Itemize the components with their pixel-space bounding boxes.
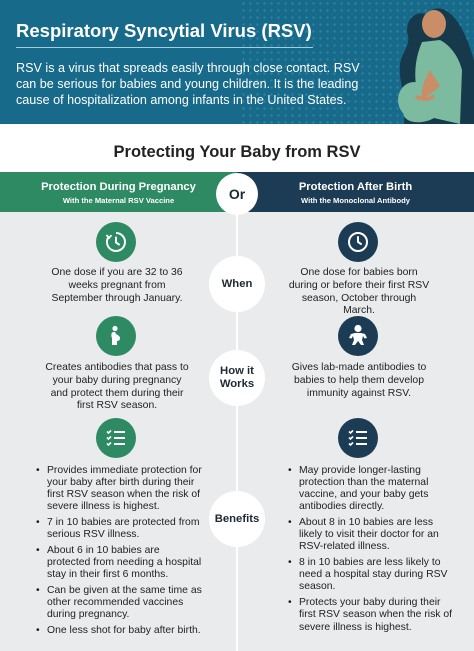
list-item: About 8 in 10 babies are less likely to … <box>288 517 458 553</box>
benefits-label: Benefits <box>209 491 265 547</box>
list-item: About 6 in 10 babies are protected from … <box>36 545 204 581</box>
pregnant-woman-icon <box>96 316 136 356</box>
list-item: Provides immediate protection for your b… <box>36 465 204 513</box>
intro-text: RSV is a virus that spreads easily throu… <box>16 61 360 107</box>
subtitle-band <box>0 124 474 172</box>
checklist-icon <box>96 418 136 458</box>
center-divider <box>236 214 238 651</box>
column-subtitle: With the Monoclonal Antibody <box>301 196 410 205</box>
when-label: When <box>209 256 265 312</box>
when-after-birth-text: One dose for babies born during or befor… <box>288 267 430 317</box>
page-title: Respiratory Syncytial Virus (RSV) <box>16 20 312 41</box>
benefits-pregnancy-list: Provides immediate protection for your b… <box>36 465 204 641</box>
list-item: Protects your baby during their first RS… <box>288 597 458 633</box>
list-item: Can be given at the same time as other r… <box>36 585 204 621</box>
how-after-birth-text: Gives lab-made antibodies to babies to h… <box>291 362 427 399</box>
column-title: Protection During Pregnancy <box>41 181 196 193</box>
or-badge: Or <box>216 173 258 215</box>
how-label-line1: How it <box>220 365 254 377</box>
column-title: Protection After Birth <box>298 181 413 193</box>
pregnant-woman-illustration <box>398 8 474 124</box>
clock-icon <box>338 222 378 262</box>
list-item: May provide longer-lasting protection th… <box>288 465 458 513</box>
how-label-line2: Works <box>219 378 255 390</box>
benefits-after-birth-list: May provide longer-lasting protection th… <box>288 465 458 637</box>
column-header-pregnancy: Protection During Pregnancy With the Mat… <box>0 172 237 212</box>
how-it-works-label: How it Works <box>209 350 265 406</box>
column-subtitle: With the Maternal RSV Vaccine <box>62 196 175 205</box>
header-banner: Respiratory Syncytial Virus (RSV) RSV is… <box>0 0 474 124</box>
section-title: Protecting Your Baby from RSV <box>113 143 361 161</box>
list-item: One less shot for baby after birth. <box>36 625 204 637</box>
column-header-after-birth: Protection After Birth With the Monoclon… <box>237 172 474 212</box>
checklist-icon <box>338 418 378 458</box>
baby-icon <box>338 316 378 356</box>
title-divider <box>16 47 313 48</box>
when-pregnancy-text: One dose if you are 32 to 36 weeks pregn… <box>51 267 183 304</box>
list-item: 8 in 10 babies are less likely to need a… <box>288 557 458 593</box>
clock-icon <box>96 222 136 262</box>
list-item: 7 in 10 babies are protected from seriou… <box>36 517 204 541</box>
how-pregnancy-text: Creates antibodies that pass to your bab… <box>45 362 189 412</box>
